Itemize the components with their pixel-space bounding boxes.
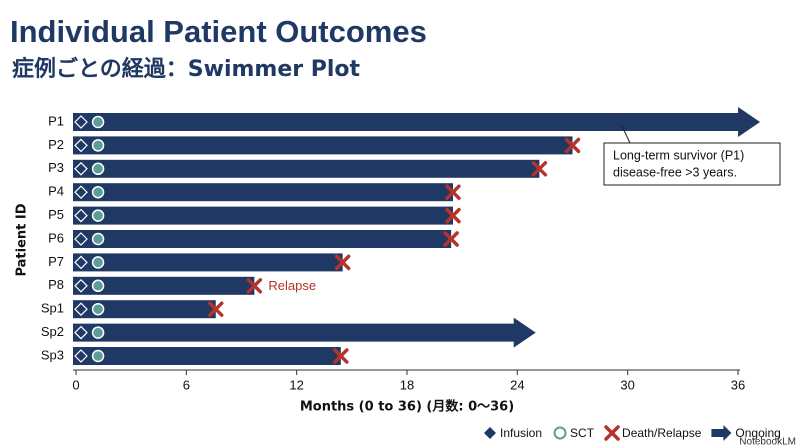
legend-infusion (484, 427, 496, 439)
bar (73, 347, 341, 365)
y-tick-label: Sp1 (41, 301, 64, 316)
legend-ongoing (711, 425, 732, 441)
callout-line (621, 125, 631, 144)
sct-marker (91, 185, 105, 199)
sct-marker (91, 326, 105, 339)
legend-label: Infusion (500, 426, 542, 440)
cross-stroke (208, 301, 224, 317)
sct-marker (91, 139, 105, 152)
cross-stroke (564, 137, 581, 154)
bar (73, 136, 573, 155)
legend-label: Death/Relapse (622, 426, 702, 440)
x-tick-label: 6 (183, 377, 190, 392)
y-tick-label: P4 (48, 184, 64, 199)
infusion-marker (74, 255, 88, 270)
y-tick-label: P3 (48, 160, 64, 175)
y-tick-label: P1 (48, 113, 64, 128)
infusion-marker (74, 232, 88, 246)
death-relapse-marker (531, 161, 548, 177)
infusion-marker (74, 185, 88, 200)
cross-stroke (334, 254, 351, 271)
callout-box (603, 142, 781, 186)
sct-marker (91, 115, 105, 129)
death-relapse-marker (208, 301, 224, 317)
y-tick-label: P8 (48, 277, 64, 292)
bar (73, 300, 216, 319)
sct-marker (91, 349, 105, 363)
cross-stroke (445, 207, 461, 224)
infusion-marker (74, 325, 88, 340)
cross-stroke (246, 278, 263, 294)
ongoing-bar (73, 317, 536, 348)
y-tick-label: Sp2 (41, 324, 64, 339)
x-tick-label: 18 (400, 377, 414, 392)
x-tick-label: 30 (620, 377, 634, 392)
infusion-marker (74, 115, 88, 129)
x-axis-title: Months (0 to 36) (月数: 0〜36) (300, 399, 514, 415)
sct-marker (91, 162, 105, 176)
death-relapse-marker (445, 207, 461, 224)
ongoing-bar (73, 107, 761, 137)
bar (73, 183, 453, 202)
chart-title: Individual Patient Outcomes (10, 14, 427, 49)
bar (73, 159, 540, 178)
bar (73, 276, 255, 295)
y-tick-label: P6 (48, 230, 64, 245)
bar (73, 206, 453, 225)
death-relapse-marker (333, 348, 349, 364)
annotation: Relapse (268, 278, 316, 293)
cross-stroke (604, 425, 620, 441)
sct-marker (91, 279, 105, 293)
death-relapse-marker (443, 231, 459, 247)
infusion-marker (74, 349, 88, 363)
callout-text: Long-term survivor (P1) (613, 148, 744, 162)
x-tick-label: 36 (731, 377, 745, 392)
legend-death (604, 425, 620, 441)
y-tick-label: P2 (48, 137, 64, 152)
legend-sct (553, 426, 567, 440)
x-tick-label: 12 (289, 377, 303, 392)
sct-marker (91, 256, 105, 269)
infusion-marker (74, 208, 88, 223)
sct-marker (91, 302, 105, 316)
bar (73, 230, 452, 248)
death-relapse-marker (246, 278, 263, 294)
x-tick-label: 24 (510, 377, 524, 392)
watermark: NotebookLM (739, 437, 796, 448)
y-tick-label: P7 (48, 254, 64, 269)
infusion-marker (74, 138, 88, 153)
cross-stroke (531, 161, 548, 177)
cross-stroke (443, 231, 459, 247)
y-tick-label: P5 (48, 207, 64, 222)
legend-label: Ongoing (735, 426, 780, 440)
cross-stroke (445, 184, 461, 200)
infusion-marker (74, 161, 88, 176)
death-relapse-marker (564, 137, 581, 154)
death-relapse-marker (334, 254, 351, 271)
death-relapse-marker (445, 184, 461, 200)
y-tick-label: Sp3 (41, 347, 64, 362)
x-tick-label: 0 (72, 377, 79, 392)
callout-text: disease-free >3 years. (613, 165, 737, 179)
cross-stroke (333, 348, 349, 364)
infusion-marker (74, 302, 88, 317)
bar (73, 253, 343, 272)
sct-marker (91, 209, 105, 222)
sct-marker (91, 232, 105, 246)
legend-label: SCT (570, 426, 595, 440)
infusion-marker (74, 278, 88, 293)
chart-subtitle: 症例ごとの経過：Swimmer Plot (12, 56, 361, 82)
y-axis-title: Patient ID (15, 203, 30, 276)
